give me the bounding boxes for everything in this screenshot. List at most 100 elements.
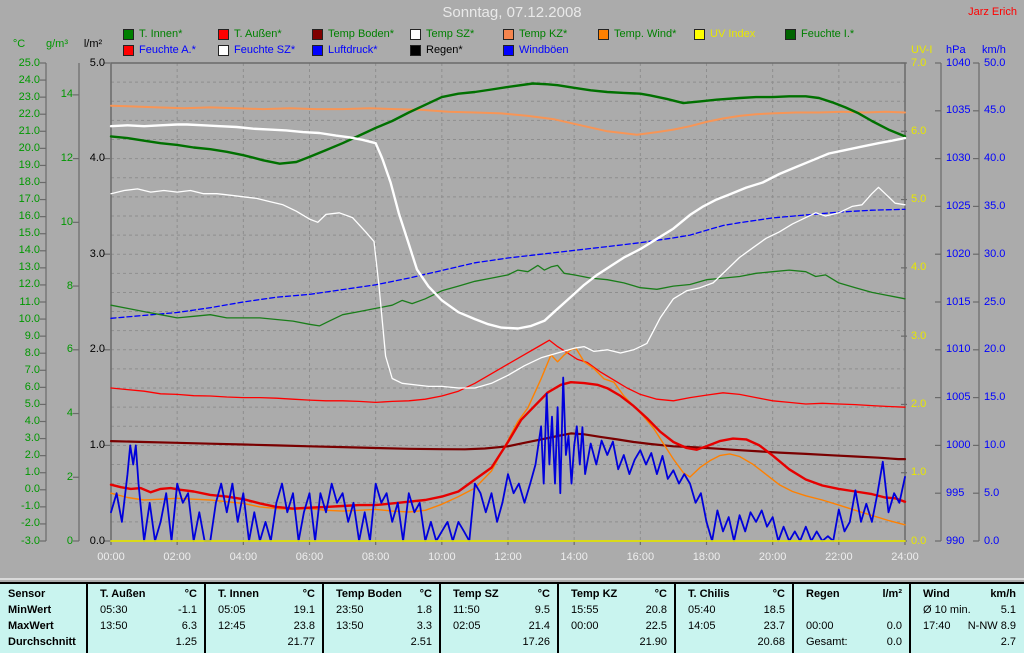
table-top-ridge bbox=[0, 578, 1024, 580]
table-col-name: T. Außen bbox=[100, 588, 146, 600]
degC-tick-label: 5.0 bbox=[24, 397, 40, 410]
table-max-value: 0.0 bbox=[886, 620, 902, 632]
g-tick-label: 14 bbox=[60, 88, 73, 101]
table-avg-value: 0.0 bbox=[886, 636, 902, 648]
g-tick-label: 4 bbox=[66, 407, 73, 420]
degC-tick-label: 3.0 bbox=[24, 432, 40, 445]
table-max-value: 3.3 bbox=[416, 620, 432, 632]
hpa-tick-label: 1035 bbox=[946, 104, 971, 117]
degC-tick-label: 13.0 bbox=[18, 261, 40, 274]
hpa-tick-label: 1030 bbox=[946, 152, 971, 165]
uv-tick-label: 1.0 bbox=[911, 466, 927, 479]
lm2-tick-label: 5.0 bbox=[89, 56, 105, 69]
legend-swatch bbox=[312, 45, 323, 56]
legend-swatch bbox=[598, 29, 609, 40]
kmh-tick-label: 40.0 bbox=[984, 152, 1006, 165]
table-col-unit: °C bbox=[537, 588, 550, 600]
table-max-time: 00:00 bbox=[571, 620, 599, 632]
hpa-tick-label: 1020 bbox=[946, 247, 971, 260]
degC-tick-label: 25.0 bbox=[18, 56, 40, 69]
table-divider bbox=[439, 582, 441, 653]
degC-tick-label: -2.0 bbox=[21, 517, 40, 530]
series-feuchte-i bbox=[110, 264, 906, 327]
kmh-axis-title: km/h bbox=[982, 44, 1006, 56]
x-tick-label: 16:00 bbox=[626, 551, 655, 563]
legend-swatch bbox=[503, 45, 514, 56]
kmh-tick-label: 5.0 bbox=[984, 486, 1000, 499]
table-row-label: Sensor bbox=[8, 588, 46, 600]
degC-tick-label: 12.0 bbox=[18, 278, 40, 291]
degC-tick-label: 22.0 bbox=[18, 107, 40, 120]
degC-tick-label: 20.0 bbox=[18, 141, 40, 154]
table-divider bbox=[674, 582, 676, 653]
legend-swatch bbox=[694, 29, 705, 40]
table-min-time: Ø 10 min. bbox=[923, 604, 971, 616]
legend-label: Temp KZ* bbox=[519, 28, 568, 40]
table-avg-label: Gesamt: bbox=[806, 636, 848, 648]
degC-tick-label: -3.0 bbox=[21, 534, 40, 547]
x-tick-label: 08:00 bbox=[361, 551, 390, 563]
kmh-tick-label: 20.0 bbox=[984, 343, 1006, 356]
table-max-time: 02:05 bbox=[453, 620, 481, 632]
legend-label: Windböen bbox=[519, 44, 569, 56]
legend-label: Feuchte SZ* bbox=[234, 44, 296, 56]
kmh-tick-label: 0.0 bbox=[984, 534, 1000, 547]
table-col-unit: °C bbox=[419, 588, 432, 600]
lm2-axis-title: l/m² bbox=[83, 38, 103, 50]
table-avg-value: 20.68 bbox=[757, 636, 785, 648]
legend-swatch bbox=[312, 29, 323, 40]
legend-label: Temp Boden* bbox=[328, 28, 395, 40]
table-row-label: Durchschnitt bbox=[8, 636, 76, 648]
g-tick-label: 10 bbox=[60, 215, 73, 228]
table-divider bbox=[204, 582, 206, 653]
degC-tick-label: 14.0 bbox=[18, 244, 40, 257]
table-col-name: Regen bbox=[806, 588, 840, 600]
hpa-tick-label: 1000 bbox=[946, 438, 971, 451]
g-axis-title: g/m³ bbox=[46, 38, 68, 50]
series-t-innen bbox=[109, 82, 907, 165]
hpa-tick-label: 1025 bbox=[946, 199, 971, 212]
table-divider bbox=[557, 582, 559, 653]
lm2-tick-label: 4.0 bbox=[89, 152, 105, 165]
degC-tick-label: 11.0 bbox=[19, 295, 40, 308]
uv-tick-label: 7.0 bbox=[911, 56, 927, 69]
table-min-value: 5.1 bbox=[1000, 604, 1016, 616]
degC-tick-label: 0.0 bbox=[24, 483, 40, 496]
table-max-time: 13:50 bbox=[336, 620, 364, 632]
table-col-unit: °C bbox=[772, 588, 785, 600]
g-tick-label: 2 bbox=[66, 470, 73, 483]
kmh-tick-label: 45.0 bbox=[984, 104, 1006, 117]
table-col-unit: °C bbox=[184, 588, 197, 600]
hpa-axis-title: hPa bbox=[946, 44, 966, 56]
kmh-tick-label: 30.0 bbox=[984, 247, 1006, 260]
x-tick-label: 10:00 bbox=[428, 551, 456, 563]
table-col-unit: °C bbox=[654, 588, 667, 600]
degC-tick-label: 8.0 bbox=[24, 346, 40, 359]
legend-label: T. Außen* bbox=[234, 28, 282, 40]
table-col-unit: km/h bbox=[990, 588, 1016, 600]
table-min-time: 05:30 bbox=[100, 604, 128, 616]
table-max-time: 17:40 bbox=[923, 620, 951, 632]
degC-tick-label: 16.0 bbox=[18, 210, 40, 223]
g-tick-label: 8 bbox=[66, 279, 73, 292]
table-avg-value: 1.25 bbox=[175, 636, 197, 648]
degC-tick-label: 4.0 bbox=[24, 415, 40, 427]
x-tick-label: 22:00 bbox=[825, 551, 853, 563]
table-min-time: 05:40 bbox=[688, 604, 716, 616]
uv-tick-label: 0.0 bbox=[911, 534, 927, 547]
kmh-tick-label: 15.0 bbox=[984, 391, 1006, 404]
uv-tick-label: 4.0 bbox=[911, 261, 927, 274]
table-avg-value: 21.90 bbox=[639, 636, 667, 648]
table-min-time: 23:50 bbox=[336, 604, 364, 616]
table-col-unit: °C bbox=[302, 588, 315, 600]
stats-table-background bbox=[0, 582, 1024, 653]
x-tick-label: 20:00 bbox=[758, 551, 787, 563]
kmh-tick-label: 25.0 bbox=[984, 295, 1006, 308]
table-row-label: MaxWert bbox=[8, 620, 54, 632]
uv-tick-label: 5.0 bbox=[911, 193, 927, 206]
series-temp-kz bbox=[110, 104, 906, 136]
x-tick-label: 04:00 bbox=[229, 551, 258, 563]
legend-label: Feuchte I.* bbox=[801, 28, 855, 40]
